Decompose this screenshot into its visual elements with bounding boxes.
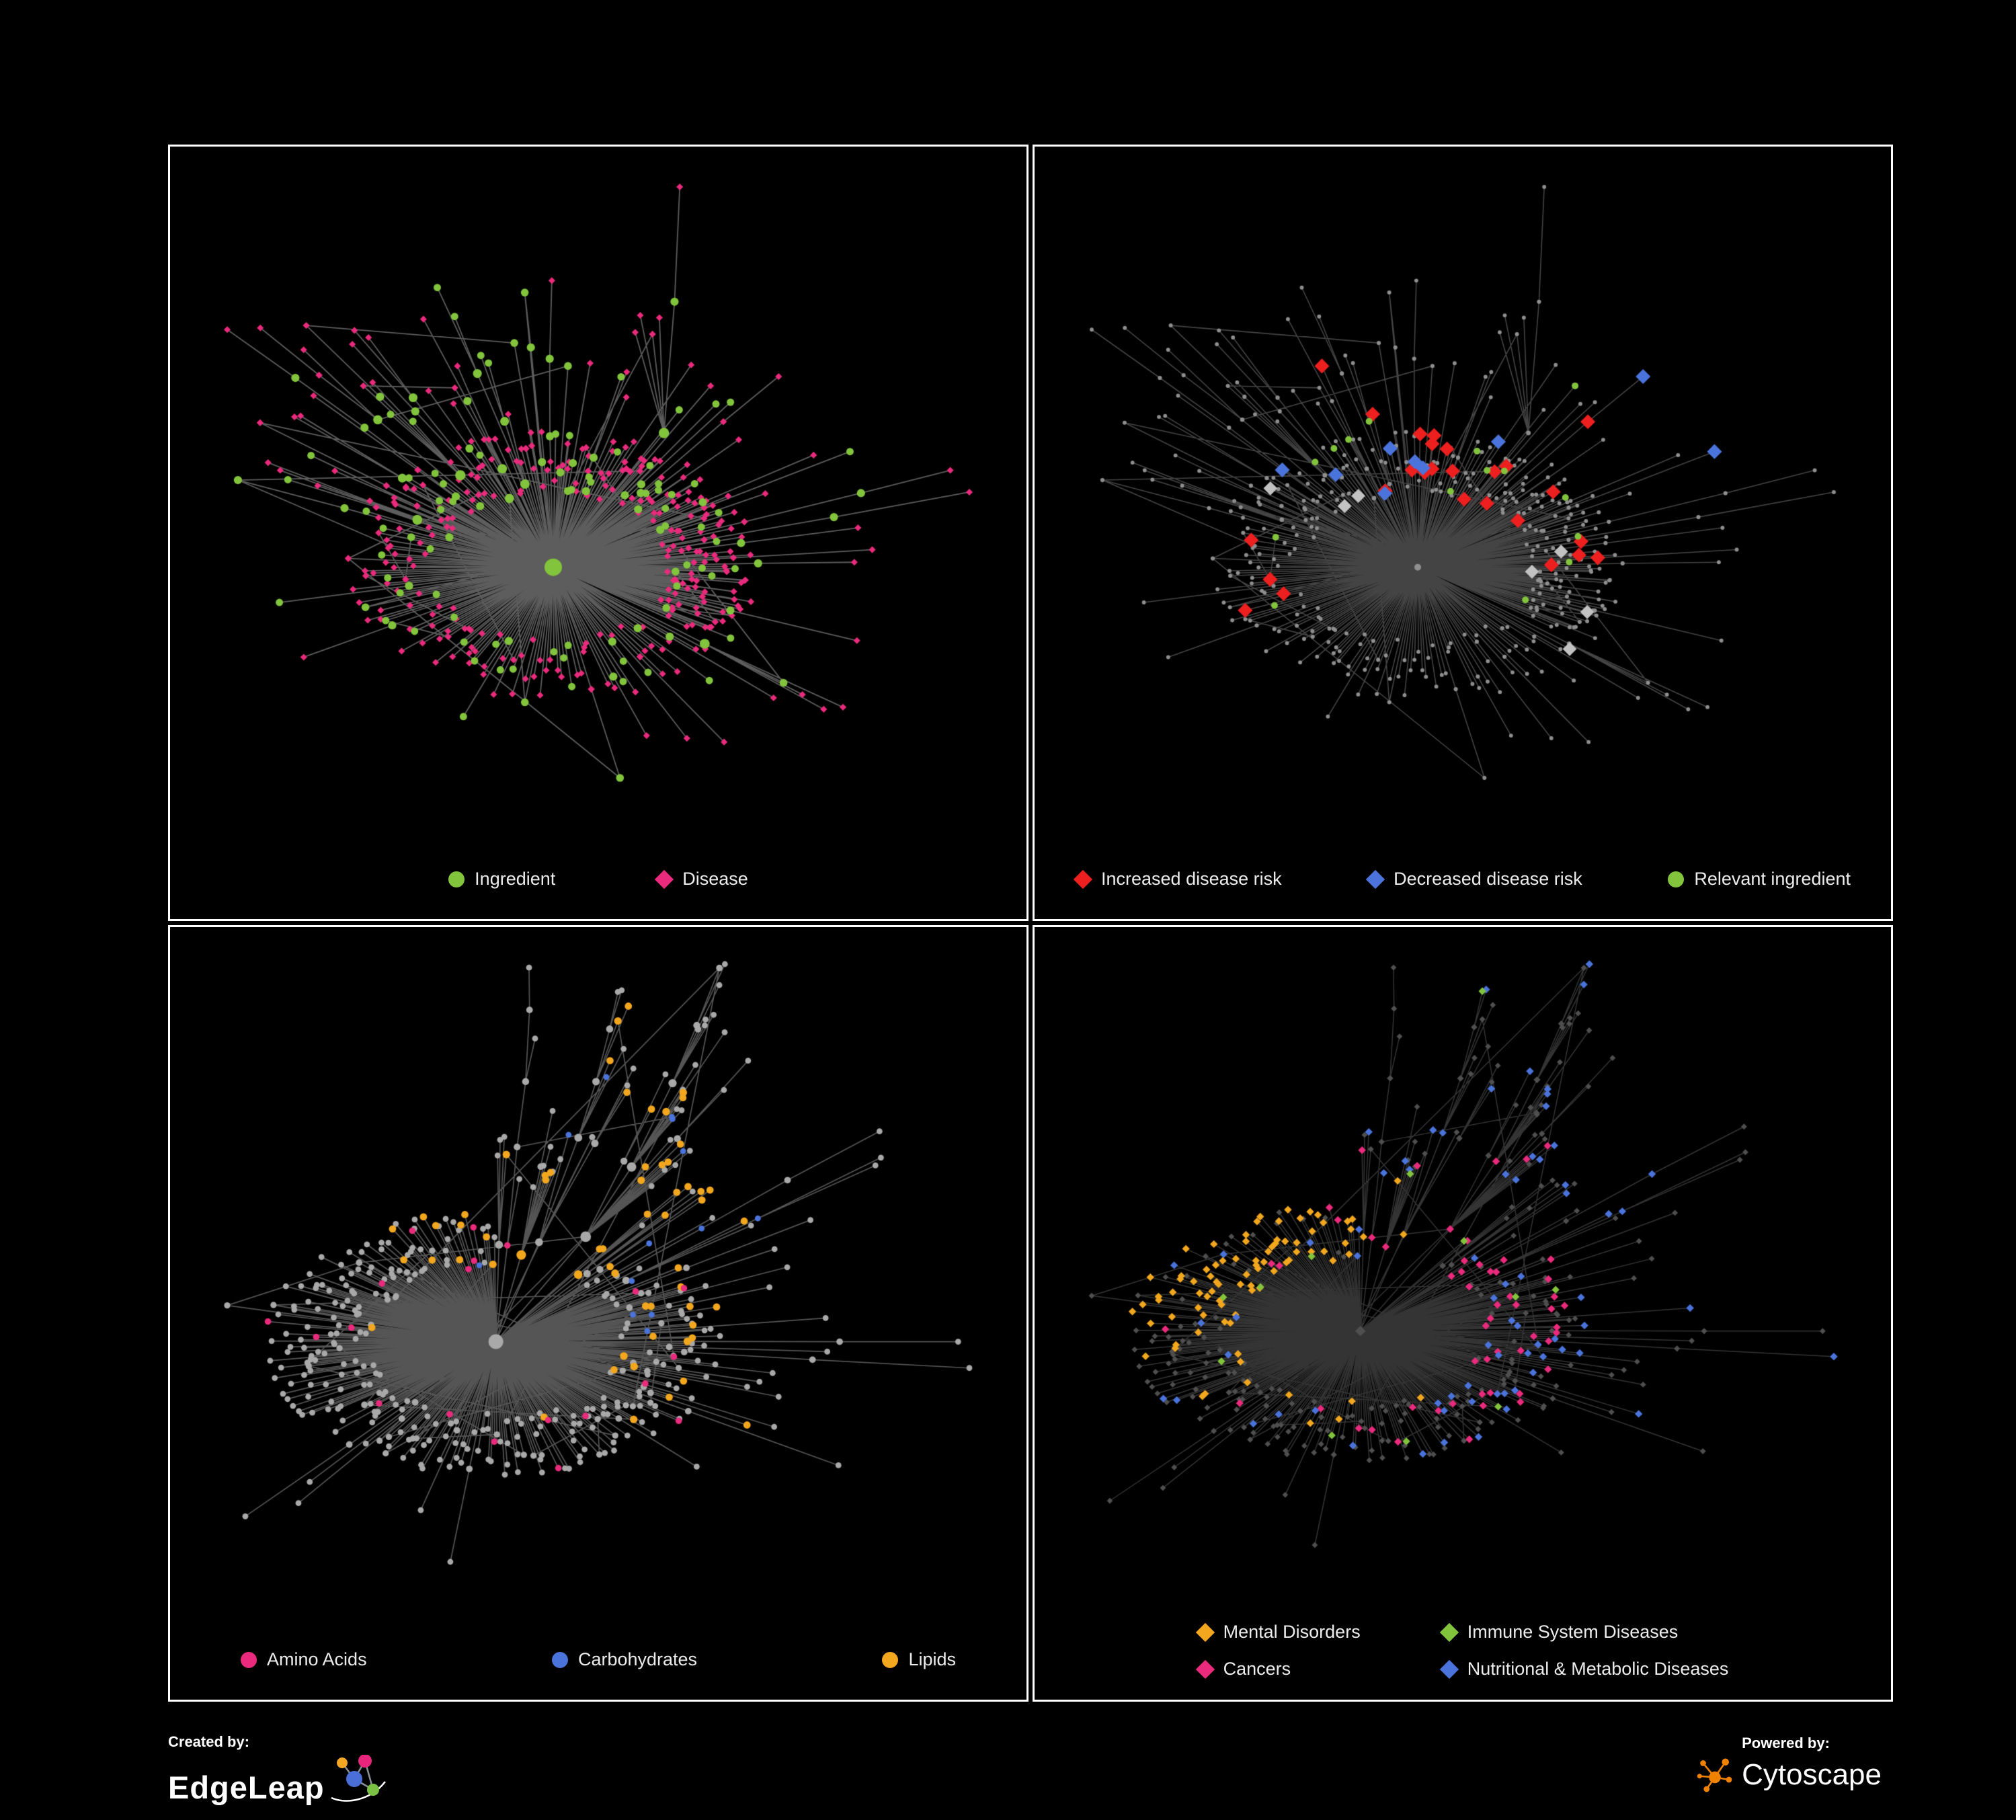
legend-item-lipids: Lipids xyxy=(882,1649,956,1670)
cancers-marker-icon xyxy=(1195,1659,1215,1679)
network-canvas-macronutrients xyxy=(170,927,1026,1700)
panel-macronutrients: Amino Acids Carbohydrates Lipids xyxy=(168,925,1029,1702)
legend-item-decreased-risk: Decreased disease risk xyxy=(1366,869,1582,889)
cytoscape-network-icon xyxy=(1697,1758,1732,1792)
legend-disease-risk: Increased disease risk Decreased disease… xyxy=(1035,869,1891,889)
legend-label: Ingredient xyxy=(475,869,556,889)
legend-label: Nutritional & Metabolic Diseases xyxy=(1467,1659,1729,1679)
network-canvas-ingredient-disease xyxy=(170,147,1026,919)
legend-macronutrients: Amino Acids Carbohydrates Lipids xyxy=(170,1649,1026,1670)
amino-acids-marker-icon xyxy=(241,1651,257,1668)
panel-ingredient-disease: Ingredient Disease xyxy=(168,145,1029,921)
ingredient-marker-icon xyxy=(448,871,465,887)
legend-disease-classes: Mental Disorders Immune System Diseases … xyxy=(1035,1622,1891,1679)
decreased-risk-marker-icon xyxy=(1366,869,1385,889)
edgeleap-wordmark: EdgeLeap xyxy=(168,1770,325,1805)
legend-item-mental-disorders: Mental Disorders xyxy=(1195,1622,1361,1643)
legend-item-increased-risk: Increased disease risk xyxy=(1073,869,1282,889)
panel-disease-risk: Increased disease risk Decreased disease… xyxy=(1033,145,1893,921)
carbohydrates-marker-icon xyxy=(551,1651,568,1668)
edgeleap-credit: Created by: EdgeLeap xyxy=(168,1733,388,1803)
legend-label: Mental Disorders xyxy=(1223,1622,1361,1642)
lipids-marker-icon xyxy=(882,1651,899,1668)
figure-grid: Ingredient Disease Increased disease ris… xyxy=(168,145,1893,1702)
nutritional-metabolic-marker-icon xyxy=(1439,1659,1459,1679)
legend-item-disease: Disease xyxy=(655,869,748,889)
powered-by-label: Powered by: xyxy=(1742,1735,1830,1751)
mental-disorders-marker-icon xyxy=(1195,1622,1215,1642)
legend-label: Increased disease risk xyxy=(1101,869,1282,889)
legend-item-nutritional-metabolic: Nutritional & Metabolic Diseases xyxy=(1439,1659,1729,1679)
legend-item-cancers: Cancers xyxy=(1195,1659,1361,1679)
immune-diseases-marker-icon xyxy=(1439,1622,1459,1642)
edgeleap-network-icon xyxy=(331,1755,386,1802)
legend-item-amino-acids: Amino Acids xyxy=(241,1649,367,1670)
network-canvas-disease-classes xyxy=(1035,927,1891,1700)
legend-ingredient-disease: Ingredient Disease xyxy=(170,869,1026,889)
cytoscape-credit: Powered by: Cytoscape xyxy=(1696,1735,1882,1794)
created-by-label: Created by: xyxy=(168,1733,250,1750)
network-canvas-disease-risk xyxy=(1035,147,1891,919)
legend-label: Relevant ingredient xyxy=(1694,869,1851,889)
cytoscape-wordmark: Cytoscape xyxy=(1742,1758,1882,1791)
legend-label: Lipids xyxy=(908,1649,956,1669)
legend-item-relevant-ingredient: Relevant ingredient xyxy=(1668,869,1851,889)
legend-label: Immune System Diseases xyxy=(1467,1622,1679,1642)
legend-item-carbohydrates: Carbohydrates xyxy=(551,1649,698,1670)
increased-risk-marker-icon xyxy=(1073,869,1093,889)
edgeleap-logo: EdgeLeap xyxy=(168,1755,388,1803)
cytoscape-logo: Cytoscape xyxy=(1696,1756,1882,1794)
disease-marker-icon xyxy=(655,869,674,889)
panel-disease-classes: Mental Disorders Immune System Diseases … xyxy=(1033,925,1893,1702)
legend-label: Disease xyxy=(682,869,748,889)
legend-label: Decreased disease risk xyxy=(1394,869,1582,889)
relevant-ingredient-marker-icon xyxy=(1668,871,1685,887)
legend-item-ingredient: Ingredient xyxy=(448,869,555,889)
legend-item-immune-diseases: Immune System Diseases xyxy=(1439,1622,1729,1643)
legend-label: Cancers xyxy=(1223,1659,1291,1679)
legend-label: Amino Acids xyxy=(267,1649,367,1669)
legend-label: Carbohydrates xyxy=(577,1649,698,1669)
